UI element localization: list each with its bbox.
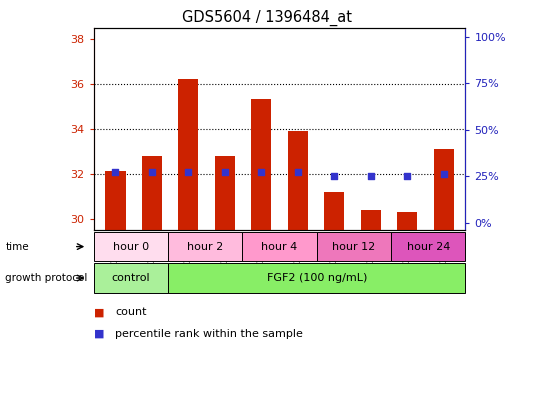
Point: [220, 169, 229, 176]
Text: ■: ■: [94, 329, 104, 339]
Point: [330, 173, 339, 179]
Text: hour 12: hour 12: [332, 242, 376, 252]
Bar: [178, 79, 198, 230]
Text: hour 2: hour 2: [187, 242, 223, 252]
Text: time: time: [5, 242, 29, 252]
Bar: [317, 232, 391, 261]
Text: hour 24: hour 24: [407, 242, 450, 252]
Bar: [94, 232, 168, 261]
Bar: [433, 149, 454, 230]
Text: hour 0: hour 0: [113, 242, 149, 252]
Text: percentile rank within the sample: percentile rank within the sample: [115, 329, 303, 339]
Bar: [168, 263, 465, 293]
Point: [257, 169, 265, 176]
Bar: [242, 232, 317, 261]
Bar: [288, 131, 308, 230]
Text: hour 4: hour 4: [262, 242, 297, 252]
Bar: [361, 209, 381, 230]
Bar: [251, 99, 271, 230]
Point: [111, 169, 120, 176]
Text: GDS5604 / 1396484_at: GDS5604 / 1396484_at: [182, 10, 353, 26]
Point: [148, 169, 156, 176]
Point: [439, 171, 448, 177]
Text: count: count: [115, 307, 147, 318]
Point: [184, 169, 193, 176]
Point: [366, 173, 375, 179]
Bar: [324, 192, 344, 230]
Bar: [215, 156, 235, 230]
Point: [403, 173, 411, 179]
Bar: [105, 171, 126, 230]
Text: FGF2 (100 ng/mL): FGF2 (100 ng/mL): [266, 273, 367, 283]
Text: control: control: [111, 273, 150, 283]
Bar: [397, 212, 417, 230]
Point: [294, 169, 302, 176]
Bar: [142, 156, 162, 230]
Bar: [391, 232, 465, 261]
Bar: [168, 232, 242, 261]
Text: ■: ■: [94, 307, 104, 318]
Text: growth protocol: growth protocol: [5, 273, 88, 283]
Bar: [94, 263, 168, 293]
